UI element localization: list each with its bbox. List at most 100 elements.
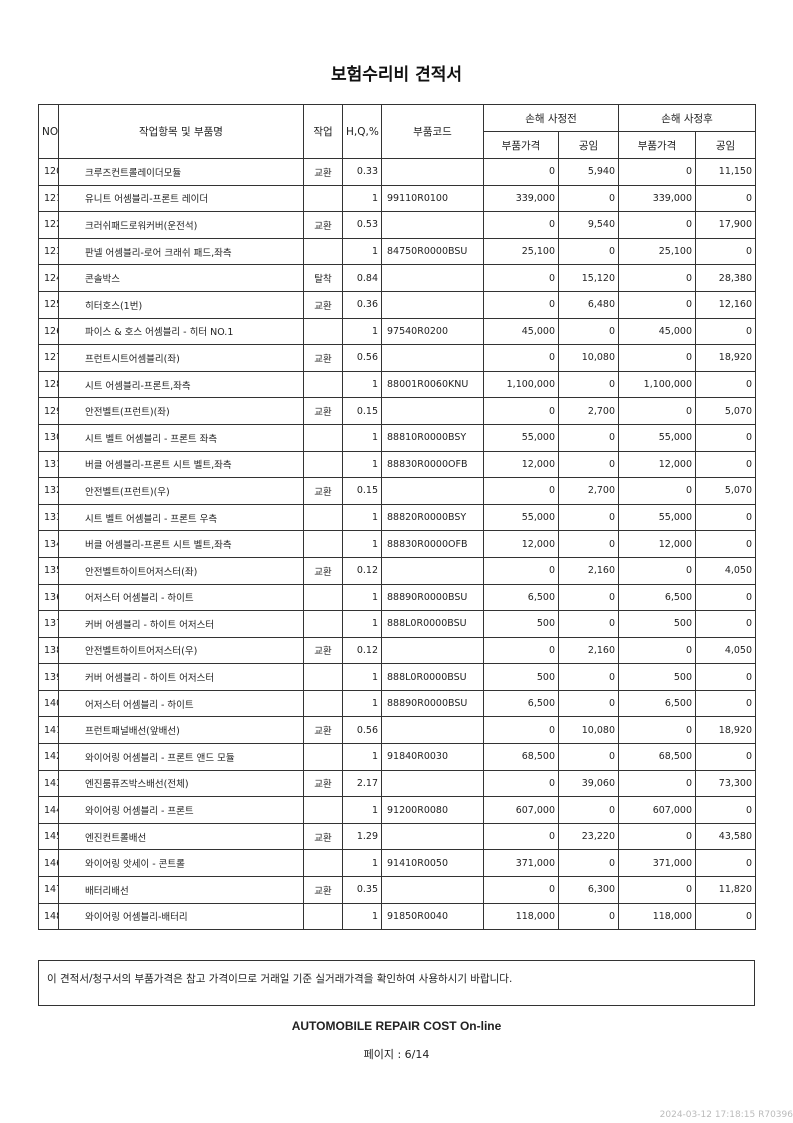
cell-before-part-price: 607,000 <box>483 796 559 824</box>
cell-before-part-price: 0 <box>483 290 559 319</box>
header-code: 부품코드 <box>381 104 484 159</box>
header-name: 작업항목 및 부품명 <box>58 104 304 159</box>
cell-before-labor: 0 <box>557 689 620 718</box>
cell-before-part-price: 68,500 <box>483 743 559 771</box>
cell-work: 교환 <box>303 477 343 505</box>
cell-before-labor: 2,700 <box>557 397 620 425</box>
cell-name: 엔진룸퓨즈박스배선(전체) <box>58 769 304 798</box>
cell-after-labor: 0 <box>695 610 757 638</box>
cell-after-labor: 5,070 <box>695 397 757 425</box>
cell-no: 142 <box>38 743 59 771</box>
cell-before-part-price: 118,000 <box>483 902 559 931</box>
cell-before-labor: 0 <box>557 317 620 346</box>
cell-hq: 0.36 <box>342 290 382 319</box>
cell-work: 교환 <box>303 158 343 186</box>
cell-hq: 1 <box>342 237 382 266</box>
cell-after-part-price: 0 <box>618 290 697 319</box>
cell-before-part-price: 0 <box>483 716 559 745</box>
cell-code <box>381 211 484 239</box>
cell-code <box>381 290 484 319</box>
cell-code: 99110R0100 <box>381 184 484 213</box>
cell-before-labor: 39,060 <box>557 769 620 798</box>
cell-work <box>303 423 343 452</box>
cell-before-labor: 2,160 <box>557 556 620 585</box>
cell-before-part-price: 500 <box>483 663 559 691</box>
cell-no: 123 <box>38 237 59 266</box>
cell-hq: 0.15 <box>342 397 382 425</box>
cell-work: 교환 <box>303 716 343 745</box>
cell-no: 126 <box>38 317 59 346</box>
cell-before-part-price: 0 <box>483 264 559 292</box>
cell-after-labor: 4,050 <box>695 556 757 585</box>
cell-after-part-price: 371,000 <box>618 849 697 878</box>
cell-no: 125 <box>38 290 59 319</box>
cell-before-part-price: 6,500 <box>483 689 559 718</box>
cell-code: 88810R0000BSY <box>381 423 484 452</box>
cell-before-labor: 0 <box>557 796 620 824</box>
cell-after-labor: 43,580 <box>695 822 757 851</box>
cell-name: 커버 어셈블리 - 하이트 어저스터 <box>58 610 304 638</box>
cell-name: 와이어링 앗세이 - 콘트롤 <box>58 849 304 878</box>
cell-name: 파이스 & 호스 어셈블리 - 히터 NO.1 <box>58 317 304 346</box>
cell-before-part-price: 371,000 <box>483 849 559 878</box>
cell-name: 크러쉬패드로워커버(운전석) <box>58 211 304 239</box>
cell-before-part-price: 25,100 <box>483 237 559 266</box>
cell-before-labor: 2,160 <box>557 636 620 665</box>
header-before: 손해 사정전 <box>482 104 620 132</box>
cell-code: 97540R0200 <box>381 317 484 346</box>
cell-no: 139 <box>38 663 59 691</box>
cell-code <box>381 556 484 585</box>
cell-name: 콘솔박스 <box>58 264 304 292</box>
cell-after-part-price: 0 <box>618 716 697 745</box>
cell-after-part-price: 0 <box>618 556 697 585</box>
cell-hq: 0.56 <box>342 716 382 745</box>
table-row: 140어저스터 어셈블리 - 하이트188890R0000BSU6,50006,… <box>38 689 757 718</box>
table-row: 139커버 어셈블리 - 하이트 어저스터1888L0R0000BSU50005… <box>38 663 757 691</box>
cell-before-labor: 0 <box>557 370 620 399</box>
cell-before-labor: 9,540 <box>557 211 620 239</box>
table-row: 126파이스 & 호스 어셈블리 - 히터 NO.1197540R020045,… <box>38 317 757 346</box>
header-no: NO <box>38 104 59 159</box>
table-row: 123판넬 어셈블리-로어 크래쉬 패드,좌측184750R0000BSU25,… <box>38 237 757 266</box>
table-row: 136어저스터 어셈블리 - 하이트188890R0000BSU6,50006,… <box>38 583 757 612</box>
cell-code <box>381 344 484 372</box>
cell-after-labor: 0 <box>695 450 757 479</box>
cell-after-labor: 0 <box>695 423 757 452</box>
cell-no: 148 <box>38 902 59 931</box>
cell-before-part-price: 0 <box>483 822 559 851</box>
cell-name: 안전벨트(프런트)(좌) <box>58 397 304 425</box>
cell-code: 88820R0000BSY <box>381 503 484 532</box>
page-number: 페이지 : 6/14 <box>363 1048 430 1061</box>
cell-name: 엔진컨트롤배선 <box>58 822 304 851</box>
cell-code: 88830R0000OFB <box>381 450 484 479</box>
cell-work: 교환 <box>303 211 343 239</box>
cell-before-labor: 0 <box>557 184 620 213</box>
cell-name: 와이어링 어셈블리 - 프론트 <box>58 796 304 824</box>
cell-hq: 1 <box>342 743 382 771</box>
cell-code <box>381 822 484 851</box>
table-row: 131버클 어셈블리-프론트 시트 벨트,좌측188830R0000OFB12,… <box>38 450 757 479</box>
cell-before-part-price: 45,000 <box>483 317 559 346</box>
cell-after-labor: 18,920 <box>695 344 757 372</box>
cell-hq: 1 <box>342 583 382 612</box>
cell-after-labor: 0 <box>695 583 757 612</box>
cell-after-part-price: 1,100,000 <box>618 370 697 399</box>
cell-work: 교환 <box>303 822 343 851</box>
cell-after-labor: 11,820 <box>695 876 757 904</box>
header-after: 손해 사정후 <box>618 104 757 132</box>
cell-after-part-price: 500 <box>618 610 697 638</box>
cell-name: 프런트시트어셈블리(좌) <box>58 344 304 372</box>
cell-name: 어저스터 어셈블리 - 하이트 <box>58 583 304 612</box>
cell-hq: 0.53 <box>342 211 382 239</box>
cell-work: 교환 <box>303 290 343 319</box>
cell-after-labor: 0 <box>695 184 757 213</box>
cell-before-labor: 0 <box>557 663 620 691</box>
cell-name: 안전벨트(프런트)(우) <box>58 477 304 505</box>
cell-after-part-price: 339,000 <box>618 184 697 213</box>
cell-hq: 0.56 <box>342 344 382 372</box>
cell-after-labor: 0 <box>695 317 757 346</box>
